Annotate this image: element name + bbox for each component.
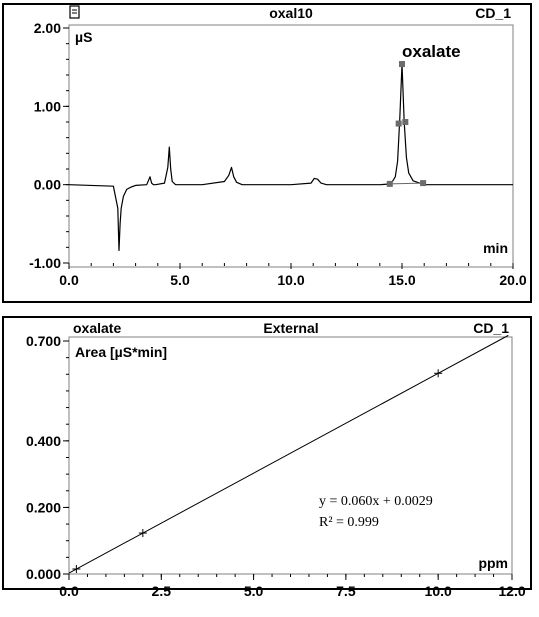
integration-baseline	[389, 182, 424, 185]
x-tick-label: 12.0	[498, 583, 525, 599]
y-tick-label: 1.00	[34, 98, 61, 114]
x-tick-label: 10.0	[425, 583, 452, 599]
x-tick-label: 15.0	[388, 272, 415, 288]
calibration-analyte: oxalate	[73, 320, 121, 336]
chromatogram-y-axis-label: µS	[75, 29, 92, 45]
calibration-point	[434, 369, 443, 378]
calibration-x-axis-label: ppm	[478, 555, 508, 571]
x-tick-label: 10.0	[277, 272, 304, 288]
calibration-y-axis-label: Area [µS*min]	[75, 344, 167, 360]
x-tick-label: 20.0	[499, 272, 526, 288]
x-tick-label: 0.0	[59, 583, 79, 599]
peak-marker	[402, 119, 409, 125]
regression-equation: y = 0.060x + 0.0029	[319, 494, 433, 509]
y-tick-label: -1.00	[29, 255, 61, 271]
peak-marker	[395, 120, 402, 127]
x-tick-label: 5.0	[244, 583, 264, 599]
chromatogram-plot-area	[68, 24, 514, 268]
calibration-point	[72, 565, 81, 574]
calibration-y-ticks: 0.000 0.200 0.400 0.700	[26, 333, 69, 582]
chromatogram-trace	[68, 63, 513, 252]
calibration-channel: CD_1	[473, 320, 509, 336]
chromatogram-panel: oxal10 CD_1 µS min oxalate -1.00 0.00 1.00…	[2, 3, 532, 303]
y-tick-label: 0.000	[26, 566, 61, 582]
calibration-point	[138, 529, 147, 538]
peak-marker	[386, 180, 393, 187]
y-tick-label: 0.200	[26, 499, 61, 515]
y-tick-label: 0.00	[34, 177, 61, 193]
peak-marker	[399, 61, 405, 68]
chromatogram-y-ticks: -1.00 0.00 1.00 2.00	[29, 20, 69, 271]
peak-label-oxalate: oxalate	[402, 42, 461, 61]
chromatogram-frame	[2, 3, 532, 303]
x-tick-label: 0.0	[59, 272, 79, 288]
calibration-type: External	[263, 320, 318, 336]
chromatogram-x-axis-label: min	[483, 240, 508, 256]
x-tick-label: 7.5	[336, 583, 356, 599]
chromatogram-channel: CD_1	[475, 5, 511, 21]
calibration-plot-area	[68, 336, 513, 575]
calibration-points	[72, 369, 443, 574]
chromatogram-title: oxal10	[269, 5, 313, 21]
calibration-panel: oxalate External CD_1 Area [µS*min] ppm …	[2, 316, 532, 599]
y-tick-label: 0.400	[26, 433, 61, 449]
peak-marker	[420, 180, 427, 187]
calibration-x-ticks: 0.0 2.5 5.0 7.5 10.0 12.0	[59, 574, 526, 599]
x-tick-label: 5.0	[170, 272, 190, 288]
calibration-frame	[2, 316, 532, 590]
y-tick-label: 2.00	[34, 20, 61, 36]
regression-r-squared: R² = 0.999	[319, 515, 379, 530]
x-tick-label: 2.5	[152, 583, 172, 599]
chromatogram-peak-markers	[386, 61, 427, 187]
y-tick-label: 0.700	[26, 333, 61, 349]
document-icon	[69, 5, 80, 19]
chromatogram-x-ticks: 0.0 5.0 10.0 15.0 20.0	[59, 263, 527, 288]
chromatogram-series	[68, 63, 513, 252]
